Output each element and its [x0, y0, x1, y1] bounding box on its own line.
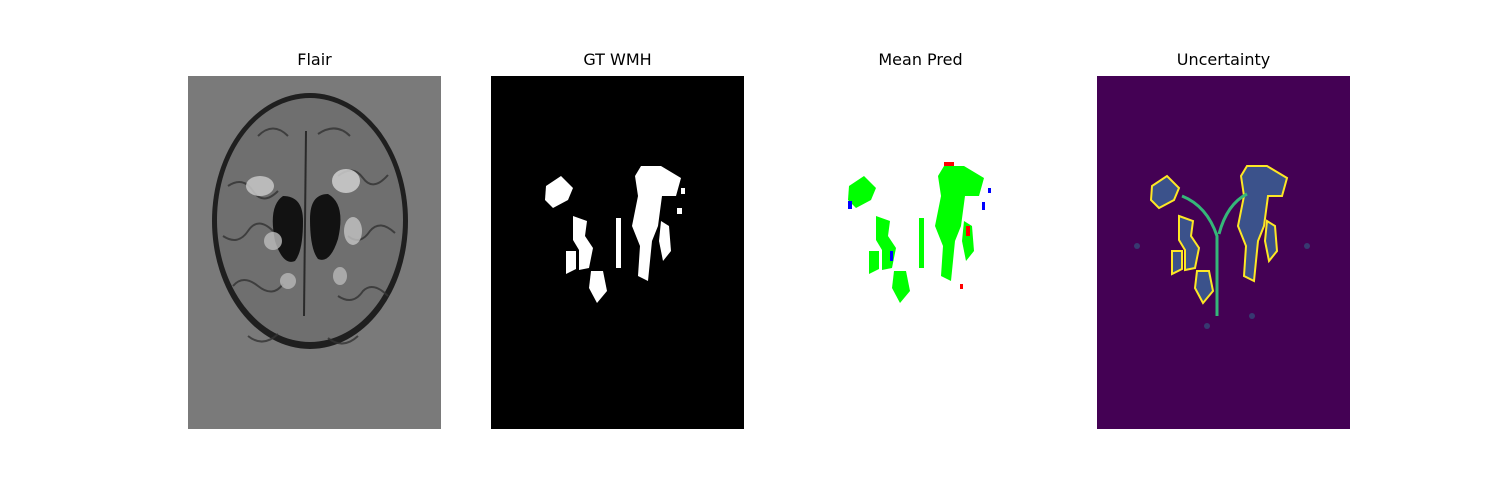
mean-pred-image — [794, 76, 1047, 429]
uncertainty-image — [1097, 76, 1350, 429]
flair-title: Flair — [297, 50, 332, 69]
flair-image — [188, 76, 441, 429]
gt-wmh-image — [491, 76, 744, 429]
uncertainty-title: Uncertainty — [1176, 50, 1271, 69]
gt-wmh-title: GT WMH — [583, 50, 652, 69]
mean-pred-title: Mean Pred — [878, 50, 963, 69]
